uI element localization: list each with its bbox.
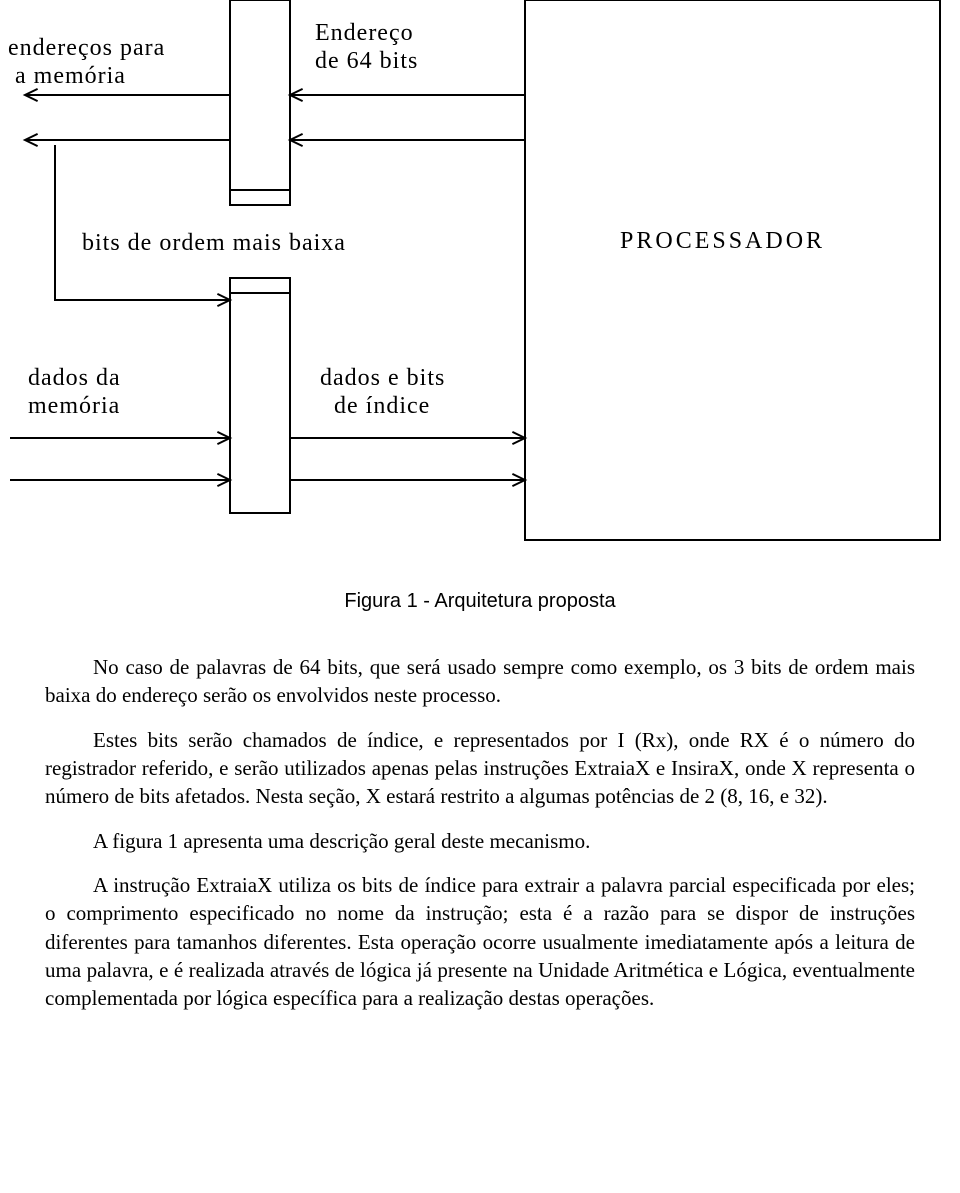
label-bits-ordem-baixa: bits de ordem mais baixa bbox=[82, 230, 346, 258]
processor-box bbox=[525, 0, 940, 540]
label-dados-memoria: dados da memória bbox=[28, 365, 121, 420]
label-processador: PROCESSADOR bbox=[620, 228, 825, 256]
paragraph-4: A instrução ExtraiaX utiliza os bits de … bbox=[45, 871, 915, 1013]
label-endereco-64: Endereço de 64 bits bbox=[315, 20, 418, 75]
paragraph-1: No caso de palavras de 64 bits, que será… bbox=[45, 653, 915, 710]
architecture-diagram: endereços para a memória Endereço de 64 … bbox=[0, 0, 960, 560]
bottom-register-box bbox=[230, 278, 290, 513]
paragraph-2: Estes bits serão chamados de índice, e r… bbox=[45, 726, 915, 811]
paragraph-3: A figura 1 apresenta uma descrição geral… bbox=[45, 827, 915, 855]
label-enderecos-memoria: endereços para a memória bbox=[8, 35, 165, 90]
figure-caption: Figura 1 - Arquitetura proposta bbox=[0, 590, 960, 613]
label-dados-bits-indice: dados e bits de índice bbox=[320, 365, 445, 420]
page: endereços para a memória Endereço de 64 … bbox=[0, 0, 960, 1069]
return-low-bits bbox=[55, 145, 230, 300]
body-text: No caso de palavras de 64 bits, que será… bbox=[0, 653, 960, 1069]
top-register-box bbox=[230, 0, 290, 205]
